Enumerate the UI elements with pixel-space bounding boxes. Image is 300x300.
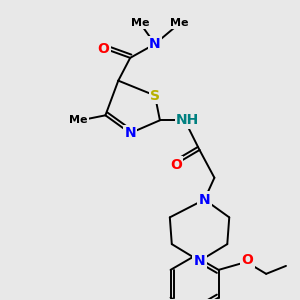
Text: N: N (149, 37, 161, 51)
Text: O: O (242, 253, 253, 267)
Text: N: N (194, 254, 205, 268)
Text: Me: Me (170, 18, 189, 28)
Text: N: N (124, 126, 136, 140)
Text: N: N (199, 193, 210, 206)
Text: O: O (170, 158, 182, 172)
Text: Me: Me (69, 115, 88, 125)
Text: Me: Me (131, 18, 149, 28)
Text: NH: NH (176, 113, 199, 127)
Text: O: O (98, 42, 110, 56)
Text: S: S (150, 88, 160, 103)
